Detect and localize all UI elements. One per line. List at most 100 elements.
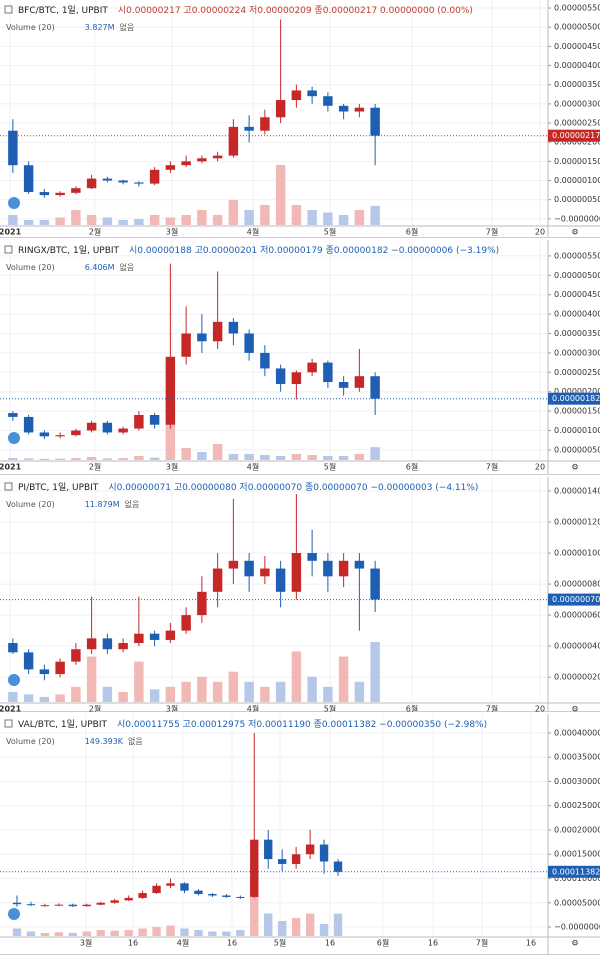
candle-body xyxy=(55,661,65,675)
candle-body xyxy=(55,192,65,196)
candle-body xyxy=(23,165,34,193)
volume-bar xyxy=(181,448,191,460)
candle-body xyxy=(134,414,144,429)
last-price-label: 0.00000070 xyxy=(552,595,600,604)
volume-bar xyxy=(8,458,18,460)
candle-body xyxy=(338,105,349,112)
candle-body xyxy=(307,362,317,373)
x-tick-label: 20 xyxy=(535,228,545,237)
volume-bar xyxy=(291,918,301,936)
candle-body xyxy=(250,839,259,897)
y-tick-label: 0.00025000 xyxy=(554,801,600,810)
volume-value: 6.406M xyxy=(85,263,115,272)
candle-body xyxy=(40,905,50,907)
volume-bar xyxy=(110,930,119,936)
volume-value: 149.393K xyxy=(85,737,124,746)
candle-body xyxy=(244,333,254,353)
collapse-icon[interactable] xyxy=(4,482,13,491)
volume-header: Volume (20) 11.879M 없음 xyxy=(6,500,139,509)
y-tick-label: 0.00000500 xyxy=(554,23,600,32)
settings-icon[interactable]: ⚙ xyxy=(571,463,578,472)
symbol: BFC/BTC, 1일, UPBIT xyxy=(18,5,108,16)
volume-bar xyxy=(260,205,270,225)
collapse-icon[interactable] xyxy=(4,719,13,728)
y-tick-label: 0.00000080 xyxy=(554,580,600,589)
y-tick-label: 0.00000020 xyxy=(554,673,600,682)
y-tick-label: 0.00000300 xyxy=(554,348,600,357)
candle-body xyxy=(307,553,317,561)
y-tick-label: 0.00010000 xyxy=(554,874,600,883)
candle-body xyxy=(236,896,245,898)
volume-bar xyxy=(102,217,113,225)
candle-body xyxy=(197,333,207,342)
candle-body xyxy=(118,428,128,433)
y-tick-label: 0.00000100 xyxy=(554,176,600,185)
x-tick-label: 6월 xyxy=(406,704,418,713)
y-tick-label: 0.00000060 xyxy=(554,611,600,620)
chart-header: VAL/BTC, 1일, UPBIT 시0.00011755 고0.0001297… xyxy=(18,719,487,730)
candle-body xyxy=(71,430,81,436)
candle-body xyxy=(180,883,189,891)
y-tick-label: 0.00005000 xyxy=(554,898,600,907)
candle-body xyxy=(212,155,223,159)
volume-value: 3.827M xyxy=(85,23,115,32)
candle-body xyxy=(228,560,239,569)
logo xyxy=(8,432,20,444)
collapse-icon[interactable] xyxy=(4,245,13,254)
candle-body xyxy=(102,638,113,650)
volume-title: Volume (20) xyxy=(6,263,55,272)
y-tick-label: 0.00000100 xyxy=(554,426,600,435)
volume-bar xyxy=(338,215,349,225)
y-tick-label: 0.00000450 xyxy=(554,290,600,299)
volume-bar xyxy=(138,928,147,936)
settings-icon[interactable]: ⚙ xyxy=(571,705,578,713)
volume-bar xyxy=(260,686,270,702)
last-price-box xyxy=(548,593,600,606)
collapse-icon[interactable] xyxy=(4,5,13,14)
candle-body xyxy=(370,568,380,600)
candle-body xyxy=(134,182,144,184)
candle-body xyxy=(39,432,50,437)
candle-body xyxy=(68,904,77,907)
candle-body xyxy=(323,96,333,106)
volume-bar xyxy=(291,205,302,225)
last-price-box xyxy=(548,392,600,405)
candle-body xyxy=(102,178,113,181)
candle-body xyxy=(138,893,147,898)
volume-bar xyxy=(244,681,254,702)
volume-extra: 없음 xyxy=(125,500,140,509)
settings-icon[interactable]: ⚙ xyxy=(571,228,578,237)
candle-body xyxy=(260,117,270,131)
candle-body xyxy=(323,362,333,383)
candle-body xyxy=(71,188,81,193)
volume-extra: 없음 xyxy=(120,23,135,32)
candle-body xyxy=(212,568,223,592)
volume-bar xyxy=(86,457,97,460)
candle-body xyxy=(124,897,133,901)
x-tick-label: 5월 xyxy=(274,938,286,948)
chart-panel: −0.00000000 0.00005000 0.00010000 0.0001500… xyxy=(0,714,600,955)
candle-body xyxy=(333,861,343,872)
settings-icon[interactable]: ⚙ xyxy=(571,939,578,948)
x-tick-label: 2월 xyxy=(89,462,101,472)
candle-body xyxy=(370,376,380,399)
chart-panel: 0.00000050 0.00000100 0.00000150 0.00000200… xyxy=(0,240,600,475)
volume-bar xyxy=(323,456,333,460)
volume-bar xyxy=(55,217,65,225)
volume-bar xyxy=(96,930,105,936)
volume-bar xyxy=(134,219,144,225)
candle-body xyxy=(181,333,191,357)
volume-bar xyxy=(118,458,128,460)
volume-bar xyxy=(212,215,223,225)
volume-bar xyxy=(197,210,207,225)
volume-bar xyxy=(212,444,223,460)
candle-body xyxy=(264,839,273,860)
volume-bar xyxy=(333,913,343,936)
y-tick-label: 0.00000500 xyxy=(554,271,600,280)
y-tick-label: 0.00000140 xyxy=(554,486,600,495)
volume-bar xyxy=(71,458,81,460)
x-tick-label: 6월 xyxy=(377,938,389,948)
volume-bar xyxy=(166,925,175,936)
candle-body xyxy=(291,854,301,864)
